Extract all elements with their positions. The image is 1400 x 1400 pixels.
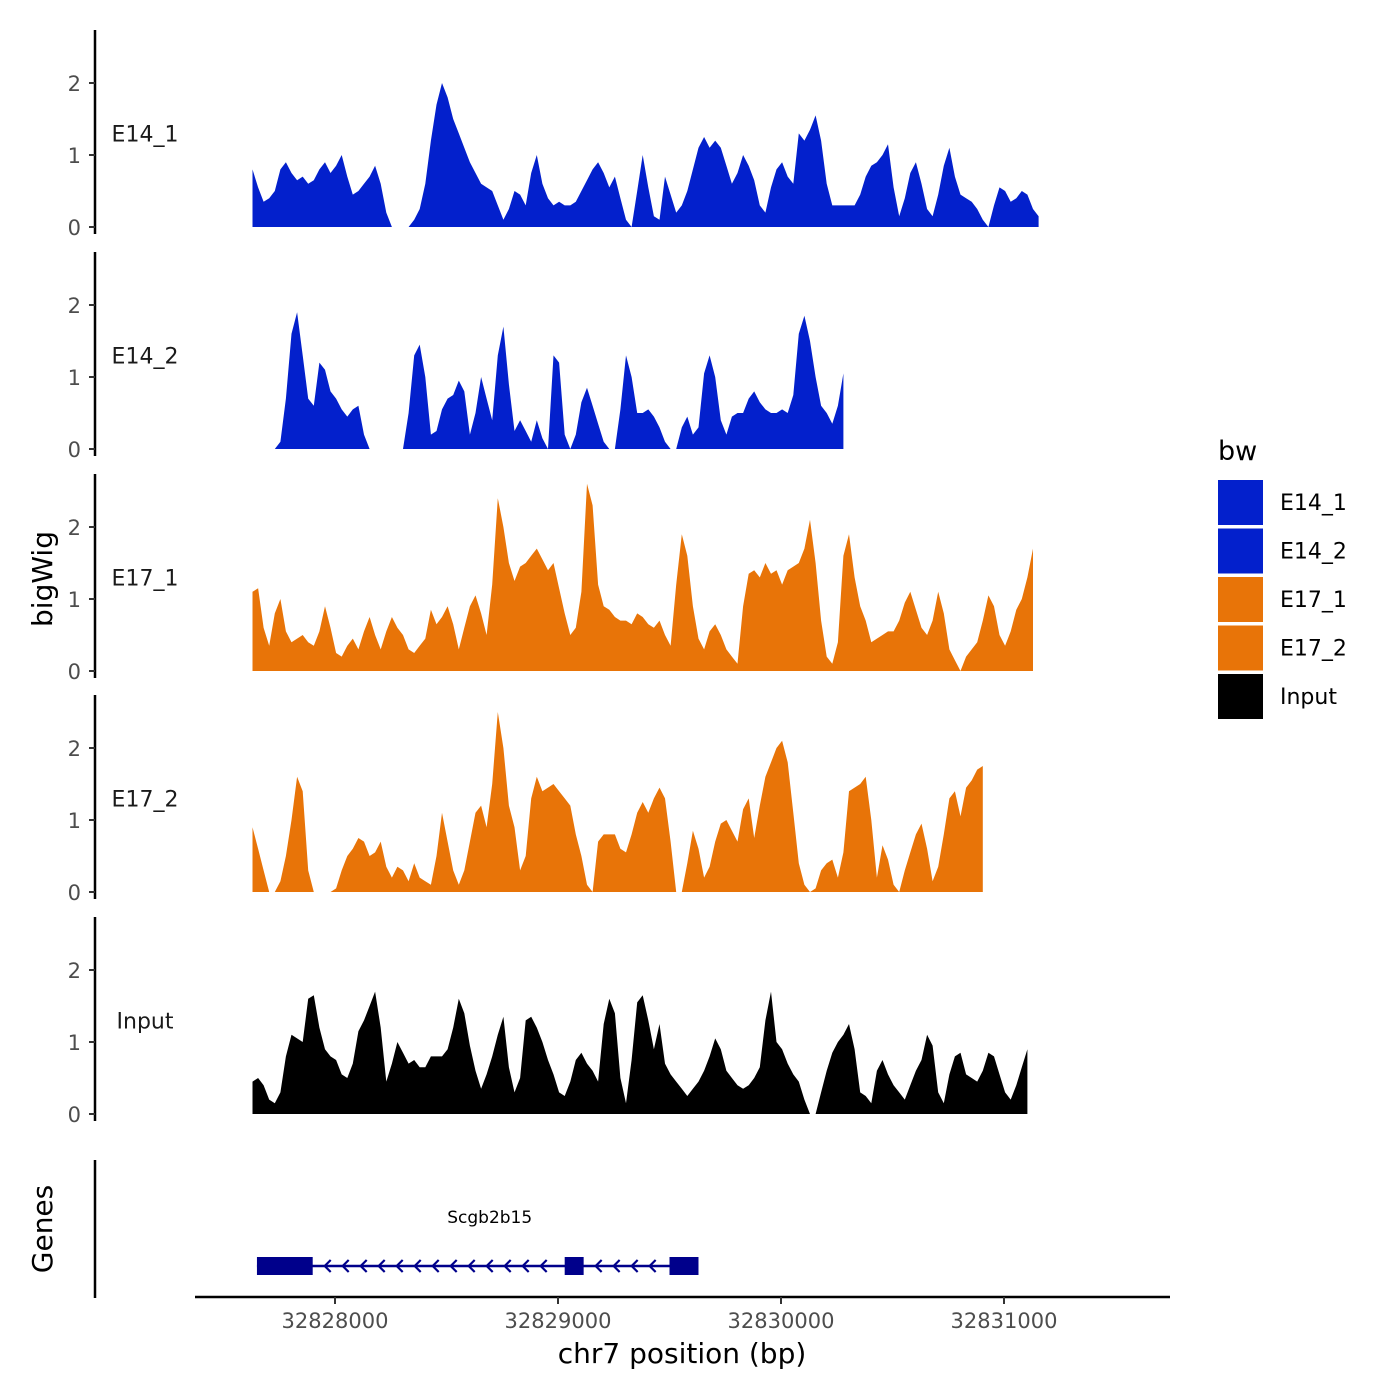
genes-track-title: Genes	[26, 1185, 59, 1273]
y-tick-label: 1	[68, 1031, 81, 1055]
y-tick-label: 0	[68, 660, 81, 684]
y-tick-label: 1	[68, 366, 81, 390]
gene-exon	[564, 1257, 584, 1275]
strand-arrow	[630, 1259, 639, 1273]
y-tick-label: 1	[68, 144, 81, 168]
track-label: E17_2	[112, 787, 179, 812]
strand-arrow	[341, 1259, 350, 1273]
legend: bw E14_1 E14_2 E17_1 E17_2 Input	[1218, 436, 1347, 719]
legend-key-E14_2	[1218, 528, 1263, 574]
strand-arrow	[539, 1259, 548, 1273]
y-tick-label: 0	[68, 1103, 81, 1127]
strand-arrow	[395, 1259, 404, 1273]
track-E14_1: 0 1 2 E14_1	[68, 30, 1039, 240]
strand-arrow	[485, 1259, 494, 1273]
y-tick-label: 2	[68, 737, 81, 761]
y-tick-label: 2	[68, 516, 81, 540]
x-tick-label: 32831000	[951, 1309, 1058, 1333]
track-Input: 0 1 2 Input	[68, 917, 1028, 1127]
y-tick-label: 1	[68, 588, 81, 612]
y-tick-label: 0	[68, 216, 81, 240]
gene-exon	[669, 1257, 699, 1275]
strand-arrow	[431, 1259, 440, 1273]
strand-arrow	[359, 1259, 368, 1273]
legend-title: bw	[1218, 436, 1257, 467]
strand-arrow	[323, 1259, 332, 1273]
track-label: Input	[117, 1009, 174, 1034]
legend-key-E14_1	[1218, 480, 1263, 525]
legend-label-E14_2: E14_2	[1280, 540, 1347, 565]
coverage-area-E14_1	[252, 83, 1039, 227]
y-tick-label: 2	[68, 72, 81, 96]
y-tick-label: 0	[68, 881, 81, 905]
legend-key-E17_2	[1218, 625, 1263, 671]
gene-track: Scgb2b15	[93, 1160, 699, 1298]
gene-exon	[256, 1257, 313, 1275]
coverage-area-E17_2	[252, 712, 983, 892]
legend-key-Input	[1218, 674, 1263, 719]
strand-arrow	[503, 1259, 512, 1273]
y-tick-label: 2	[68, 294, 81, 318]
x-tick-label: 32828000	[282, 1309, 389, 1333]
track-E17_2: 0 1 2 E17_2	[68, 695, 983, 905]
y-tick-label: 1	[68, 809, 81, 833]
strand-arrow	[612, 1259, 621, 1273]
track-label: E17_1	[112, 566, 179, 591]
coverage-area-Input	[252, 991, 1028, 1114]
legend-key-E17_1	[1218, 577, 1263, 622]
strand-arrow	[648, 1259, 657, 1273]
coverage-area-E17_1	[252, 483, 1033, 671]
track-label: E14_1	[112, 122, 179, 147]
legend-label-E17_1: E17_1	[1280, 588, 1347, 613]
track-E14_2: 0 1 2 E14_2	[68, 252, 844, 462]
x-tick-label: 32830000	[728, 1309, 835, 1333]
coverage-area-E14_2	[252, 312, 844, 449]
x-tick-label: 32829000	[505, 1309, 612, 1333]
legend-label-E14_1: E14_1	[1280, 491, 1347, 516]
strand-arrow	[594, 1259, 603, 1273]
coverage-tracks: 0 1 2 E14_1 0 1 2 E14_2 0 1 2 E17_1 0 1 2 E17_2 0 1 2 Input	[68, 30, 1039, 1127]
strand-arrow	[377, 1259, 386, 1273]
y-tick-label: 2	[68, 959, 81, 983]
legend-label-E17_2: E17_2	[1280, 637, 1347, 662]
gene-name-label: Scgb2b15	[447, 1208, 532, 1228]
y-tick-label: 0	[68, 438, 81, 462]
x-axis-title: chr7 position (bp)	[558, 1337, 807, 1370]
track-E17_1: 0 1 2 E17_1	[68, 474, 1033, 684]
legend-label-Input: Input	[1280, 685, 1337, 710]
track-label: E14_2	[112, 344, 179, 369]
strand-arrow	[413, 1259, 422, 1273]
y-axis-title: bigWig	[26, 531, 59, 627]
strand-arrow	[467, 1259, 476, 1273]
x-axis: 32828000 32829000 32830000 32831000	[195, 1295, 1170, 1333]
strand-arrow	[449, 1259, 458, 1273]
strand-arrow	[521, 1259, 530, 1273]
